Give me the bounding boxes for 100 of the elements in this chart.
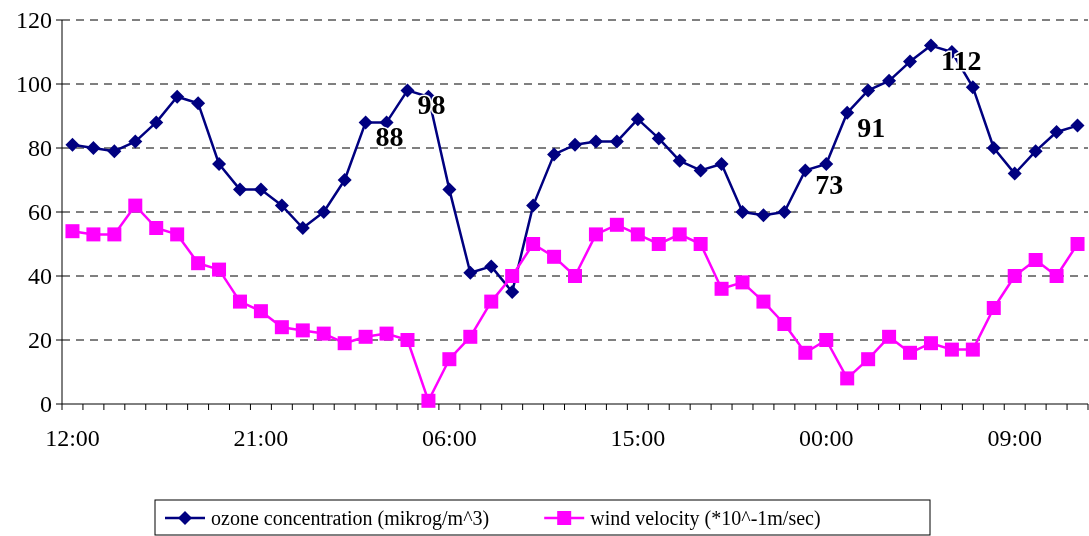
point xyxy=(484,259,499,274)
point xyxy=(149,115,164,130)
y-tick-label: 80 xyxy=(28,135,52,162)
y-tick-label: 120 xyxy=(16,7,52,34)
point xyxy=(170,227,185,242)
data-label: 88 xyxy=(375,121,404,153)
point xyxy=(212,157,227,171)
point xyxy=(588,134,603,149)
point xyxy=(65,224,80,239)
point xyxy=(505,269,520,283)
point xyxy=(651,237,666,251)
point xyxy=(86,141,101,155)
point xyxy=(232,182,247,197)
point xyxy=(1070,237,1085,251)
point xyxy=(191,256,206,271)
point xyxy=(463,329,478,344)
point xyxy=(819,333,834,347)
legend-label: wind velocity (*10^-1m/sec) xyxy=(590,507,821,530)
point xyxy=(882,73,897,88)
y-tick-label: 100 xyxy=(16,71,52,98)
point xyxy=(337,173,352,187)
point xyxy=(777,317,792,331)
point xyxy=(1007,166,1022,181)
point xyxy=(149,221,164,235)
point xyxy=(316,205,331,219)
point xyxy=(547,249,562,264)
point xyxy=(358,115,373,130)
point xyxy=(693,163,708,178)
point xyxy=(693,237,708,251)
point xyxy=(819,157,834,171)
point xyxy=(630,112,645,127)
point xyxy=(756,208,771,223)
point xyxy=(442,182,457,197)
point xyxy=(212,262,227,277)
legend-label: ozone concentration (mikrog/m^3) xyxy=(211,507,490,530)
point xyxy=(651,131,666,146)
point xyxy=(65,137,80,152)
point xyxy=(861,352,876,367)
point xyxy=(735,205,750,219)
point xyxy=(672,227,687,242)
point xyxy=(232,294,247,309)
point xyxy=(609,134,624,149)
data-label: 91 xyxy=(857,111,886,143)
point xyxy=(400,83,415,98)
point xyxy=(295,221,310,235)
x-tick-label: 06:00 xyxy=(422,425,477,451)
point xyxy=(965,342,980,357)
data-label: 73 xyxy=(815,169,844,201)
point xyxy=(107,227,122,242)
point xyxy=(128,198,143,213)
point xyxy=(840,371,855,386)
x-tick-label: 12:00 xyxy=(45,425,100,451)
point xyxy=(1049,125,1064,139)
point xyxy=(1070,118,1085,133)
point xyxy=(777,205,792,219)
point xyxy=(609,217,624,232)
point xyxy=(568,137,582,152)
point xyxy=(1007,269,1022,283)
point xyxy=(191,96,206,111)
point xyxy=(672,153,687,168)
point xyxy=(170,89,185,104)
point xyxy=(107,144,122,159)
point xyxy=(1049,269,1064,283)
point xyxy=(295,323,310,338)
point xyxy=(400,333,415,347)
point xyxy=(463,265,478,280)
point xyxy=(965,80,980,95)
point xyxy=(588,227,603,242)
point xyxy=(358,329,373,344)
point xyxy=(735,275,750,290)
x-tick-label: 00:00 xyxy=(798,425,854,451)
point xyxy=(547,147,562,162)
point xyxy=(568,269,582,283)
point xyxy=(944,342,959,357)
point xyxy=(714,157,729,171)
point xyxy=(630,227,645,242)
point xyxy=(128,134,143,149)
point xyxy=(1028,144,1043,159)
point xyxy=(379,326,394,341)
x-tick-label: 21:00 xyxy=(233,425,289,451)
y-tick-label: 20 xyxy=(28,327,52,354)
point xyxy=(986,301,1001,315)
point xyxy=(337,336,352,351)
point xyxy=(274,198,289,213)
point xyxy=(421,393,436,408)
point xyxy=(526,237,541,251)
x-tick-label: 15:00 xyxy=(610,425,666,451)
point xyxy=(442,352,457,367)
point xyxy=(1028,253,1043,267)
point xyxy=(986,141,1001,155)
point xyxy=(86,227,101,242)
point xyxy=(484,294,499,309)
point xyxy=(882,329,897,344)
point xyxy=(903,54,918,69)
point xyxy=(253,182,268,197)
point xyxy=(861,83,876,98)
y-tick-label: 40 xyxy=(28,263,52,290)
point xyxy=(714,281,729,296)
point xyxy=(798,345,813,360)
point xyxy=(316,326,331,341)
